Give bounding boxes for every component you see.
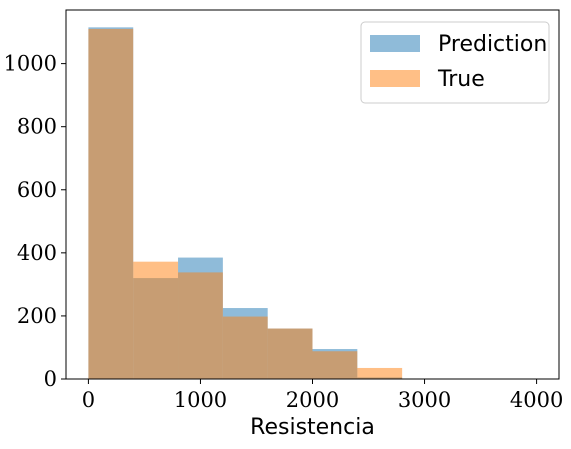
- bar-true-1: [133, 261, 179, 379]
- legend-swatch-true: [370, 70, 420, 87]
- legend-items: Prediction True: [370, 32, 547, 92]
- y-tick-label-1: 200: [17, 304, 57, 328]
- bar-true-6: [357, 367, 403, 379]
- y-tick-label-5: 1000: [4, 52, 57, 76]
- y-tick-label-2: 400: [17, 241, 57, 265]
- legend-swatch-prediction: [370, 35, 420, 52]
- bars-layer: [88, 27, 403, 380]
- bar-true-3: [222, 316, 268, 379]
- y-tick-label-4: 800: [17, 115, 57, 139]
- bar-true-5: [312, 351, 358, 379]
- bar-true-2: [178, 272, 223, 379]
- x-axis-label: Resistencia: [250, 415, 375, 440]
- x-tick-label-3: 3000: [398, 388, 451, 412]
- x-tick-label-1: 1000: [174, 388, 227, 412]
- y-tick-label-3: 600: [17, 178, 57, 202]
- legend-label-true: True: [437, 67, 485, 92]
- bar-true-0: [88, 28, 134, 380]
- bar-true-4: [267, 328, 313, 379]
- y-tick-label-0: 0: [44, 367, 57, 391]
- ticks-layer: 0 1000 2000 3000 4000 0 200 400 600 800 1000: [4, 52, 564, 412]
- x-tick-label-4: 4000: [510, 388, 563, 412]
- legend: Prediction True: [360, 21, 550, 104]
- x-tick-label-2: 2000: [286, 388, 339, 412]
- legend-label-prediction: Prediction: [438, 32, 547, 57]
- x-tick-label-0: 0: [82, 388, 95, 412]
